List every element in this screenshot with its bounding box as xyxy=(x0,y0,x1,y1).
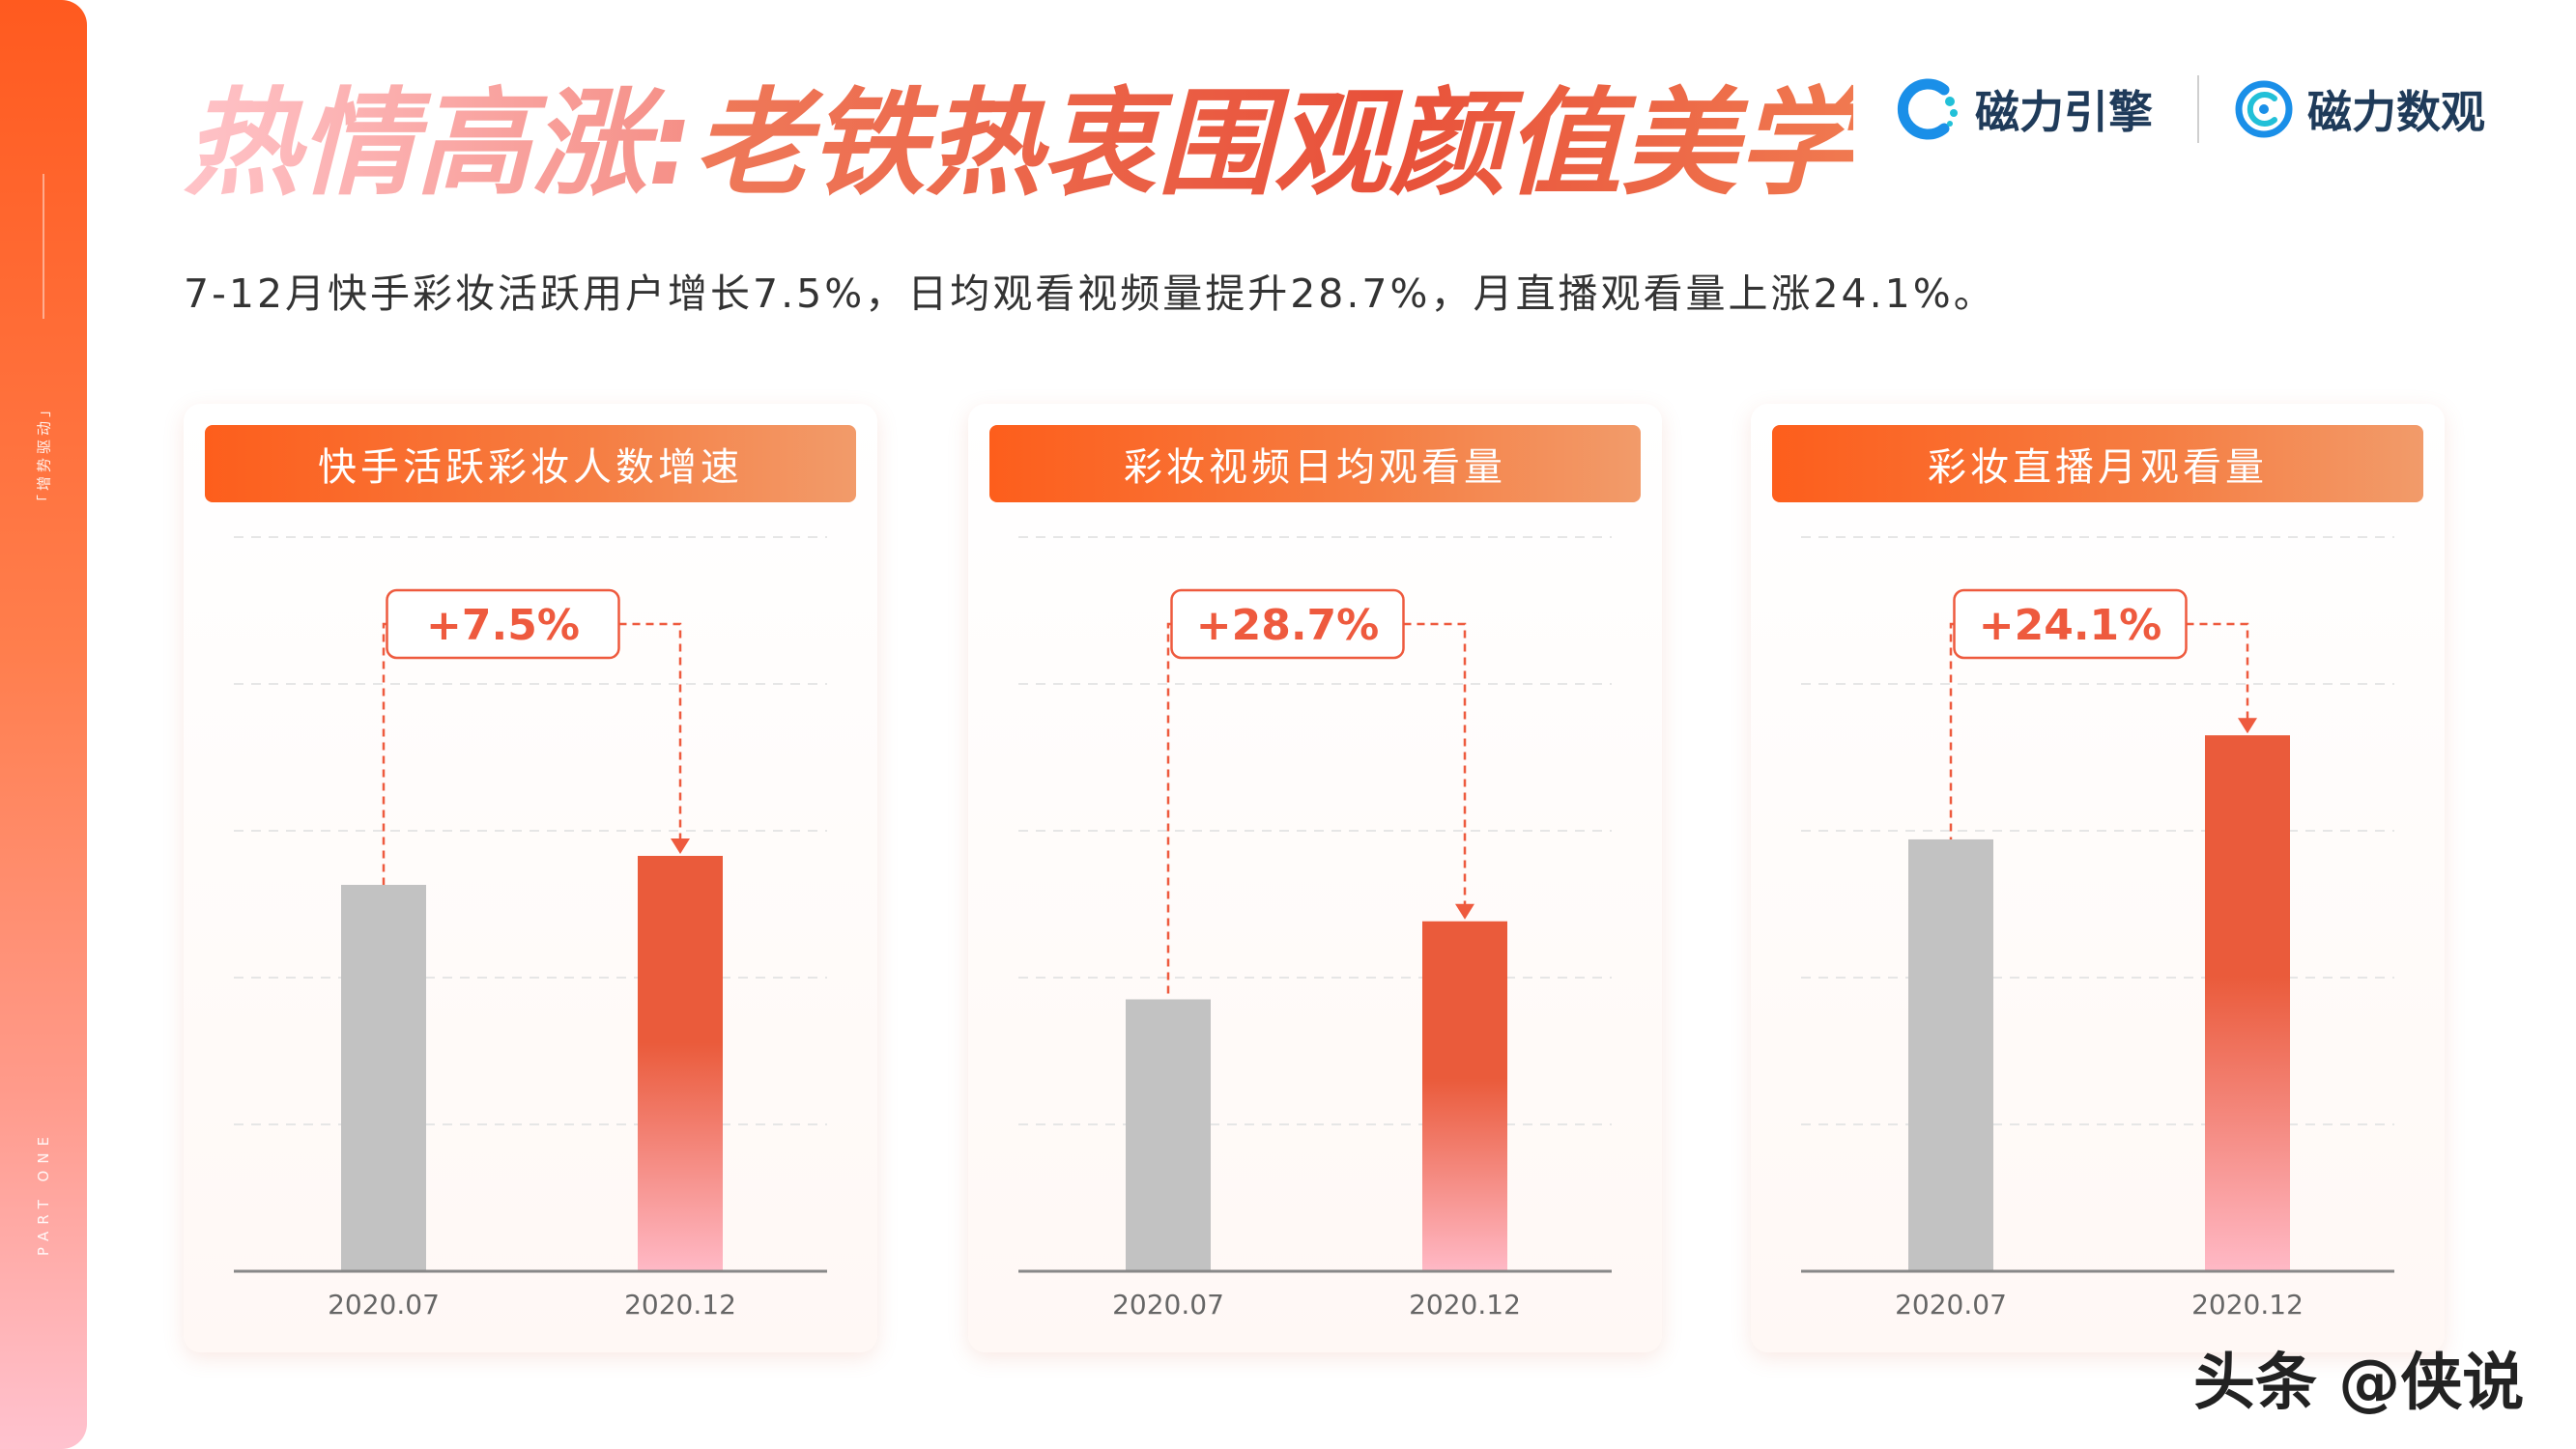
page-subtitle: 7-12月快手彩妆活跃用户增长7.5%，日均观看视频量提升28.7%，月直播观看… xyxy=(184,270,1996,317)
chart-plot-live-views: 2020.07 2020.12 +24.1% xyxy=(1801,536,2394,1321)
change-arrow-head xyxy=(671,838,690,854)
x-tick-label: 2020.07 xyxy=(328,1289,440,1321)
bar-2020-07 xyxy=(1908,838,1993,1271)
cili-shuguan-logo-icon xyxy=(2235,80,2293,138)
chart-card-active-users: 快手活跃彩妆人数增速 2020.07 2020.12 +7.5% xyxy=(184,404,877,1352)
change-label-box xyxy=(1953,588,2188,660)
page-title: 热情高涨:老铁热衷围观颜值美学 xyxy=(184,77,1853,213)
side-section-tag: 「增势驱动」 xyxy=(35,398,53,510)
x-tick-label: 2020.07 xyxy=(1112,1289,1224,1321)
change-connector-left xyxy=(1166,622,1172,1000)
brand-cili-engine-label: 磁力引擎 xyxy=(1975,86,2153,138)
side-strip: 「增势驱动」 PART ONE xyxy=(0,0,87,1449)
chart-card-daily-views: 彩妆视频日均观看量 2020.07 2020.12 +28.7% xyxy=(968,404,1662,1352)
change-label-box xyxy=(386,588,620,660)
change-label-box xyxy=(1170,588,1405,660)
x-tick-label: 2020.12 xyxy=(1409,1289,1521,1321)
change-label: +24.1% xyxy=(1979,601,2162,650)
brand-cili-shuguan-label: 磁力数观 xyxy=(2307,86,2485,138)
side-part-label: PART ONE xyxy=(35,1129,52,1257)
change-connector-right xyxy=(1403,622,1467,918)
watermark: 头条 @侠说 xyxy=(2193,1348,2525,1419)
change-connector-left xyxy=(1949,622,1955,839)
chart-plot-daily-views: 2020.07 2020.12 +28.7% xyxy=(1018,536,1612,1321)
bar-2020-07 xyxy=(1126,999,1211,1271)
bar-2020-12 xyxy=(2205,735,2290,1271)
chart-plot-active-users: 2020.07 2020.12 +7.5% xyxy=(234,536,827,1321)
page-title-part2: 老铁热衷围观颜值美学 xyxy=(694,77,1853,212)
chart-title: 快手活跃彩妆人数增速 xyxy=(205,425,856,502)
page-title-part1: 热情高涨: xyxy=(184,77,694,212)
change-label: +28.7% xyxy=(1196,601,1380,650)
chart-card-live-views: 彩妆直播月观看量 2020.07 2020.12 +24.1% xyxy=(1751,404,2445,1352)
bar-2020-12 xyxy=(638,856,723,1271)
change-arrow-head xyxy=(1455,903,1474,920)
change-arrow-head xyxy=(2238,718,2257,734)
chart-title: 彩妆直播月观看量 xyxy=(1772,425,2423,502)
chart-title: 彩妆视频日均观看量 xyxy=(989,425,1641,502)
bar-2020-07 xyxy=(341,885,426,1271)
change-connector-left xyxy=(382,622,387,885)
brand-cili-engine: 磁力引擎 xyxy=(1894,75,2153,143)
x-tick-label: 2020.12 xyxy=(2191,1289,2304,1321)
bar-2020-12 xyxy=(1422,921,1507,1271)
x-tick-label: 2020.12 xyxy=(624,1289,736,1321)
change-label: +7.5% xyxy=(426,601,580,650)
change-connector-right xyxy=(618,622,682,852)
x-tick-label: 2020.07 xyxy=(1895,1289,2007,1321)
change-connector-right xyxy=(2186,622,2249,732)
side-divider xyxy=(43,174,44,319)
brand-cili-shuguan: 磁力数观 xyxy=(2232,75,2485,143)
cili-engine-logo-icon xyxy=(1897,78,1958,140)
brand-separator xyxy=(2197,75,2199,143)
